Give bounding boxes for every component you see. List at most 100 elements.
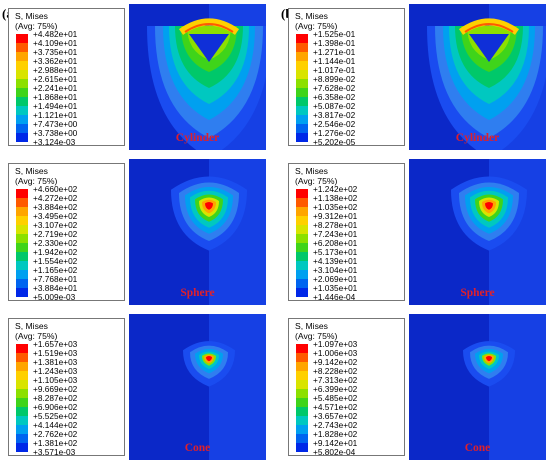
legend-title: S, Mises	[295, 11, 328, 21]
legend-value: +2.762e+02	[33, 429, 78, 439]
legend-value: +1.381e+03	[33, 357, 78, 367]
legend-value: +9.142e+02	[313, 357, 358, 367]
color-bar-band	[16, 425, 28, 434]
legend-value: +5.202e-05	[313, 137, 356, 147]
legend-subtitle: (Avg: 75%)	[15, 331, 58, 341]
color-bar-band	[16, 124, 28, 133]
legend-value: +3.495e+02	[33, 211, 78, 221]
legend-subtitle: (Avg: 75%)	[15, 176, 58, 186]
color-bar-band	[296, 70, 308, 79]
legend-value: +7.243e+01	[313, 229, 358, 239]
color-bar-band	[296, 61, 308, 70]
legend-value: +9.312e+01	[313, 211, 358, 221]
legend-values: +1.097e+03 +1.006e+03 +9.142e+02 +8.228e…	[313, 340, 357, 457]
color-bar-band	[16, 288, 28, 297]
legend-value: +3.817e-02	[313, 110, 356, 120]
legend-title: S, Mises	[295, 166, 328, 176]
panel-b-cone: S, Mises (Avg: 75%) +1.097e+03 +1.006e+0…	[284, 314, 546, 460]
legend-value: +6.208e+01	[313, 238, 358, 248]
color-bar-band	[296, 34, 308, 43]
color-bar-band	[16, 198, 28, 207]
contour-plot-sphere: Sphere	[129, 159, 266, 305]
color-bar-band	[296, 344, 308, 353]
color-bar-band	[16, 133, 28, 142]
stress-legend: S, Mises (Avg: 75%) +1.097e+03 +1.006e+0…	[288, 318, 405, 457]
color-bar-band	[296, 79, 308, 88]
legend-value: +1.525e-01	[313, 29, 356, 39]
model-label: Cylinder	[175, 132, 220, 144]
panel-a-cylinder: S, Mises (Avg: 75%) +4.482e+01 +4.109e+0…	[4, 4, 266, 150]
legend-value: +5.173e+01	[313, 247, 358, 257]
legend-value: +7.313e+02	[313, 375, 358, 385]
legend-value: +5.802e-04	[313, 447, 356, 457]
color-bar-band	[16, 344, 28, 353]
color-bar	[296, 34, 308, 142]
legend-subtitle: (Avg: 75%)	[295, 176, 338, 186]
legend-value: +1.165e+02	[33, 265, 78, 275]
model-label: Cone	[184, 442, 211, 454]
legend-value: +9.669e+02	[33, 384, 78, 394]
legend-value: +8.287e+02	[33, 393, 78, 403]
legend-value: +2.241e+01	[33, 83, 78, 93]
legend-value: +1.494e+01	[33, 101, 78, 111]
stress-legend: S, Mises (Avg: 75%) +1.525e-01 +1.398e-0…	[288, 8, 405, 147]
legend-values: +1.525e-01 +1.398e-01 +1.271e-01 +1.144e…	[313, 30, 355, 147]
color-bar-band	[296, 407, 308, 416]
legend-value: +1.035e+01	[313, 283, 358, 293]
color-bar	[16, 34, 28, 142]
contour-plot-cone: Cone	[129, 314, 266, 460]
stress-legend: S, Mises (Avg: 75%) +1.657e+03 +1.519e+0…	[8, 318, 125, 457]
legend-title: S, Mises	[15, 321, 48, 331]
legend-value: +2.988e+01	[33, 65, 78, 75]
legend-value: +4.482e+01	[33, 29, 78, 39]
legend-value: +1.017e-01	[313, 65, 356, 75]
contour-plot-cone: Cone	[409, 314, 546, 460]
legend-value: +5.525e+02	[33, 411, 78, 421]
color-bar-band	[296, 207, 308, 216]
contour-svg	[409, 4, 546, 150]
panel-a-sphere: S, Mises (Avg: 75%) +4.660e+02 +4.272e+0…	[4, 159, 266, 305]
panel-a-cone: S, Mises (Avg: 75%) +1.657e+03 +1.519e+0…	[4, 314, 266, 460]
contour-plot-cylinder: Cylinder	[129, 4, 266, 150]
legend-value: +1.144e-01	[313, 56, 356, 66]
color-bar-band	[16, 52, 28, 61]
legend-value: +1.243e+03	[33, 366, 78, 376]
legend-value: +4.109e+01	[33, 38, 78, 48]
color-bar-band	[296, 279, 308, 288]
color-bar-band	[16, 97, 28, 106]
legend-value: +8.899e-02	[313, 74, 356, 84]
color-bar-band	[16, 189, 28, 198]
legend-value: +4.571e+02	[313, 402, 358, 412]
legend-value: +1.006e+03	[313, 348, 358, 358]
legend-value: +1.446e-04	[313, 292, 356, 302]
contour-svg	[129, 314, 266, 460]
color-bar-band	[16, 416, 28, 425]
legend-value: +1.942e+02	[33, 247, 78, 257]
color-bar-band	[296, 288, 308, 297]
legend-value: +1.271e-01	[313, 47, 356, 57]
legend-value: +1.097e+03	[313, 339, 358, 349]
color-bar-band	[16, 88, 28, 97]
legend-value: +7.473e+00	[33, 119, 78, 129]
legend-value: +1.121e+01	[33, 110, 78, 120]
color-bar-band	[16, 243, 28, 252]
legend-value: +1.657e+03	[33, 339, 78, 349]
color-bar-band	[16, 434, 28, 443]
legend-value: +3.124e-03	[33, 137, 76, 147]
legend-title: S, Mises	[15, 166, 48, 176]
color-bar-band	[296, 425, 308, 434]
model-label: Sphere	[180, 287, 215, 299]
legend-value: +3.657e+02	[313, 411, 358, 421]
legend-value: +2.743e+02	[313, 420, 358, 430]
color-bar-band	[16, 362, 28, 371]
legend-value: +1.381e+02	[33, 438, 78, 448]
color-bar-band	[16, 79, 28, 88]
color-bar-band	[296, 133, 308, 142]
legend-value: +3.738e+00	[33, 128, 78, 138]
legend-value: +5.009e-03	[33, 292, 76, 302]
color-bar-band	[296, 88, 308, 97]
color-bar-band	[296, 389, 308, 398]
color-bar-band	[296, 398, 308, 407]
color-bar-band	[296, 443, 308, 452]
legend-value: +8.228e+02	[313, 366, 358, 376]
